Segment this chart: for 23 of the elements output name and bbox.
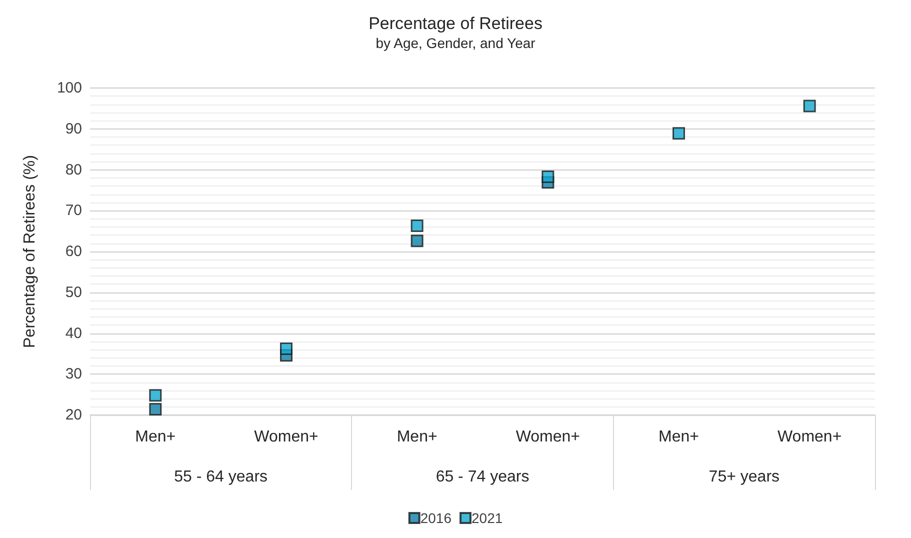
chart-title: Percentage of Retirees <box>368 14 542 33</box>
y-tick-label: 70 <box>65 202 82 220</box>
y-axis-title: Percentage of Retirees (%) <box>22 155 38 348</box>
y-tick-label: 60 <box>65 243 82 260</box>
text: 55 - 64 years <box>174 468 268 486</box>
y-tick-label: 40 <box>65 324 82 342</box>
legend-label: 2021 <box>472 510 503 526</box>
y-tick-label: 100 <box>56 80 82 96</box>
x-tick-label: Women+ <box>516 428 580 446</box>
x-tick-label: Men+ <box>396 428 438 446</box>
x-tick-label: Women+ <box>777 428 842 446</box>
x-tick-label: Men+ <box>135 428 176 446</box>
text: 75+ years <box>708 468 780 486</box>
x-tick-label: Women+ <box>254 428 318 446</box>
x-tick-label: Men+ <box>658 428 699 446</box>
y-tick-label: 30 <box>65 366 82 383</box>
legend-label: 2016 <box>420 510 452 526</box>
text: 65 - 74 years <box>436 468 530 486</box>
chart-subtitle: by Age, Gender, and Year <box>376 35 536 51</box>
y-tick-label: 90 <box>65 120 82 138</box>
y-tick-label: 50 <box>65 284 82 301</box>
y-tick-label: 80 <box>65 161 82 178</box>
y-tick-label: 20 <box>65 406 82 424</box>
